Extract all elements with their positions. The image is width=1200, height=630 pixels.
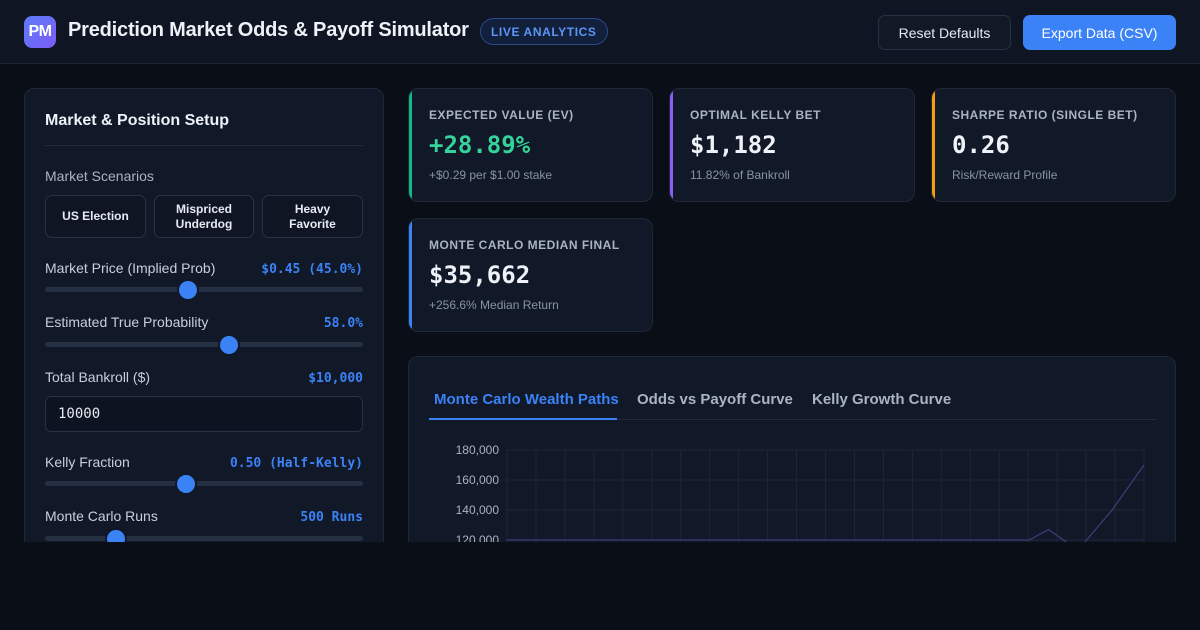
market-price-label: Market Price (Implied Prob) [45,260,216,276]
y-tick-label: 180,000 [456,443,500,457]
tab-kelly-growth[interactable]: Kelly Growth Curve [812,391,952,408]
stat-value: $35,662 [429,261,531,289]
scenario-heavy-favorite-button[interactable]: Heavy Favorite [262,195,363,238]
monte-carlo-runs-slider[interactable] [45,536,363,541]
scenario-mispriced-underdog-button[interactable]: Mispriced Underdog [154,195,254,238]
tab-divider [429,419,1156,420]
market-price-slider[interactable] [45,287,363,292]
card-accent-bar [932,89,935,201]
chart-grid [506,449,1145,542]
wealth-path-line [507,528,1068,542]
y-tick-label: 140,000 [456,503,500,517]
monte-carlo-runs-slider-thumb[interactable] [106,530,125,542]
wealth-paths-chart: 180,000 160,000 140,000 120,000 [456,443,1145,542]
kelly-fraction-slider[interactable] [45,481,363,486]
main-content: Market & Position Setup Market Scenarios… [0,64,1200,542]
chart-panel: Monte Carlo Wealth Paths Odds vs Payoff … [408,356,1176,542]
setup-panel: Market & Position Setup Market Scenarios… [24,88,384,542]
card-accent-bar [670,89,673,201]
scenario-us-election-button[interactable]: US Election [45,195,146,238]
panel-divider [45,145,363,146]
active-tab-indicator [429,418,617,420]
bankroll-label: Total Bankroll ($) [45,369,151,385]
stat-card-monte-carlo-median: MONTE CARLO MEDIAN FINAL $35,662 +256.6%… [408,218,653,332]
stat-subtext: 11.82% of Bankroll [690,168,790,182]
wealth-path-line [1084,464,1145,542]
y-tick-label: 160,000 [456,473,500,487]
market-price-value: $0.45 (45.0%) [261,262,363,277]
stat-label: EXPECTED VALUE (EV) [429,108,574,122]
bankroll-input[interactable]: 10000 [45,396,363,432]
app-header: PM Prediction Market Odds & Payoff Simul… [0,0,1200,64]
bankroll-value: $10,000 [308,371,363,386]
stat-card-kelly-bet: OPTIMAL KELLY BET $1,182 11.82% of Bankr… [669,88,915,202]
stat-subtext: +256.6% Median Return [429,298,559,312]
card-accent-bar [409,219,412,331]
kelly-fraction-slider-thumb[interactable] [177,475,196,493]
kelly-fraction-value: 0.50 (Half-Kelly) [229,456,363,471]
setup-panel-title: Market & Position Setup [45,112,230,129]
kelly-fraction-label: Kelly Fraction [45,454,130,470]
chart-y-ticks: 180,000 160,000 140,000 120,000 [456,443,500,542]
stat-value: $1,182 [690,131,777,159]
tab-odds-vs-payoff[interactable]: Odds vs Payoff Curve [637,391,793,408]
stat-label: OPTIMAL KELLY BET [690,108,821,122]
app-title: Prediction Market Odds & Payoff Simulato… [68,19,469,41]
true-probability-label: Estimated True Probability [45,314,209,330]
stat-label: MONTE CARLO MEDIAN FINAL [429,238,620,252]
market-scenarios-label: Market Scenarios [45,168,154,184]
tab-monte-carlo-wealth-paths[interactable]: Monte Carlo Wealth Paths [434,391,619,408]
stat-subtext: Risk/Reward Profile [952,168,1058,182]
export-csv-button[interactable]: Export Data (CSV) [1023,15,1176,50]
card-accent-bar [409,89,412,201]
stat-value: +28.89% [429,131,531,159]
market-price-slider-thumb[interactable] [179,281,198,299]
stat-value: 0.26 [952,131,1010,159]
true-probability-slider[interactable] [45,342,363,347]
y-tick-label: 120,000 [456,533,500,542]
true-probability-value: 58.0% [323,316,363,331]
monte-carlo-runs-value: 500 Runs [300,510,363,525]
stat-label: SHARPE RATIO (SINGLE BET) [952,108,1138,122]
monte-carlo-runs-label: Monte Carlo Runs [45,508,158,524]
chart-lines [507,464,1145,542]
true-probability-slider-thumb[interactable] [220,336,239,354]
app-logo: PM [24,16,56,48]
stat-card-expected-value: EXPECTED VALUE (EV) +28.89% +$0.29 per $… [408,88,653,202]
live-analytics-badge: LIVE ANALYTICS [480,18,608,45]
stat-subtext: +$0.29 per $1.00 stake [429,168,553,182]
reset-defaults-button[interactable]: Reset Defaults [878,15,1011,50]
stat-card-sharpe-ratio: SHARPE RATIO (SINGLE BET) 0.26 Risk/Rewa… [931,88,1176,202]
